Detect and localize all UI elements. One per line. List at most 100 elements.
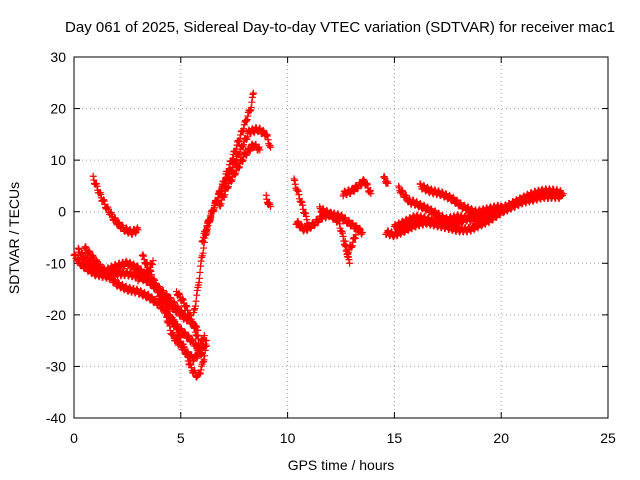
data-point bbox=[141, 272, 149, 280]
series-track-w bbox=[416, 180, 488, 220]
data-point bbox=[559, 190, 567, 198]
data-point bbox=[180, 343, 188, 351]
data-point bbox=[189, 336, 197, 344]
data-point bbox=[255, 144, 263, 152]
data-point bbox=[417, 212, 425, 220]
data-point bbox=[193, 286, 201, 294]
data-point bbox=[214, 194, 222, 202]
data-point bbox=[240, 125, 248, 133]
data-point bbox=[407, 200, 415, 208]
data-point bbox=[148, 260, 156, 268]
series-track-k bbox=[202, 123, 275, 233]
y-tick-label: 10 bbox=[50, 152, 66, 168]
data-point bbox=[165, 319, 173, 327]
data-point bbox=[348, 243, 356, 251]
data-points bbox=[70, 89, 567, 381]
data-point bbox=[154, 285, 162, 293]
data-point bbox=[154, 284, 162, 292]
data-point bbox=[246, 147, 254, 155]
data-point bbox=[137, 275, 145, 283]
data-point bbox=[168, 331, 176, 339]
data-point bbox=[134, 226, 142, 234]
data-point bbox=[197, 349, 205, 357]
data-point bbox=[143, 258, 151, 266]
x-tick-label: 10 bbox=[280, 430, 296, 446]
data-point bbox=[217, 200, 225, 208]
data-point bbox=[228, 176, 236, 184]
series-track-r bbox=[339, 175, 375, 200]
y-tick-label: -10 bbox=[46, 255, 66, 271]
x-axis-label: GPS time / hours bbox=[288, 457, 395, 473]
series-track-e bbox=[155, 291, 210, 381]
data-point bbox=[473, 223, 481, 231]
data-point bbox=[293, 218, 301, 226]
data-point bbox=[86, 248, 94, 256]
data-point bbox=[176, 334, 184, 342]
data-point bbox=[291, 180, 299, 188]
data-point bbox=[263, 130, 271, 138]
data-point bbox=[149, 276, 157, 284]
plot-frame bbox=[73, 56, 609, 419]
data-point bbox=[235, 163, 243, 171]
data-point bbox=[458, 217, 466, 225]
data-point bbox=[238, 157, 246, 165]
data-point bbox=[238, 158, 246, 166]
data-point bbox=[423, 184, 431, 192]
data-point bbox=[90, 176, 98, 184]
data-point bbox=[198, 254, 206, 261]
series-track-h bbox=[89, 172, 142, 238]
data-point bbox=[384, 179, 392, 187]
data-point bbox=[203, 222, 211, 230]
data-point bbox=[171, 299, 179, 307]
data-point bbox=[416, 199, 424, 207]
axis-ticks: 0 5 10 15 20 25 -40 -30 -20 -10 0 10 20 30 bbox=[46, 49, 616, 446]
data-point bbox=[310, 222, 318, 230]
data-point bbox=[162, 300, 170, 308]
data-point bbox=[352, 222, 360, 230]
x-tick-label: 25 bbox=[600, 430, 616, 446]
data-point bbox=[205, 217, 213, 225]
data-point bbox=[196, 268, 204, 276]
data-point bbox=[158, 294, 166, 302]
data-point bbox=[218, 186, 226, 194]
data-point bbox=[264, 136, 272, 144]
y-tick-label: 0 bbox=[58, 204, 66, 220]
data-point bbox=[186, 360, 194, 368]
data-point bbox=[207, 212, 215, 220]
data-point bbox=[235, 164, 243, 172]
data-point bbox=[195, 274, 203, 282]
data-point bbox=[179, 296, 187, 304]
y-tick-label: -40 bbox=[46, 410, 66, 426]
data-point bbox=[139, 251, 147, 259]
data-point bbox=[200, 331, 208, 339]
data-point bbox=[144, 290, 152, 298]
data-point bbox=[404, 226, 412, 234]
data-point bbox=[187, 312, 195, 320]
data-point bbox=[360, 176, 368, 184]
data-point bbox=[239, 156, 247, 164]
data-point bbox=[74, 244, 82, 252]
x-tick-label: 15 bbox=[387, 430, 403, 446]
data-point bbox=[165, 307, 173, 315]
data-point bbox=[169, 316, 177, 324]
data-point bbox=[294, 186, 302, 194]
data-point bbox=[256, 124, 264, 132]
data-point bbox=[191, 302, 199, 310]
data-point bbox=[107, 272, 115, 280]
data-point bbox=[224, 184, 232, 192]
data-point bbox=[367, 190, 375, 198]
data-point bbox=[199, 337, 207, 345]
series-track-q bbox=[341, 237, 354, 267]
data-point bbox=[196, 369, 204, 377]
data-point bbox=[185, 311, 193, 319]
data-point bbox=[449, 193, 457, 201]
data-point bbox=[263, 132, 271, 140]
data-point bbox=[186, 310, 194, 318]
series-track-l bbox=[215, 140, 264, 210]
data-point bbox=[111, 276, 119, 284]
data-point bbox=[187, 315, 195, 323]
data-point bbox=[267, 203, 275, 211]
series-track-p bbox=[316, 203, 366, 238]
data-point bbox=[202, 225, 210, 233]
data-point bbox=[267, 143, 275, 151]
